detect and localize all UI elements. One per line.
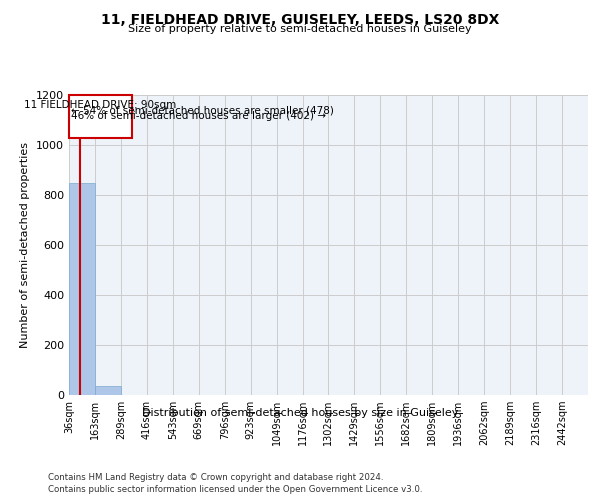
Bar (69, 95, 132, 138)
Text: ← 54% of semi-detached houses are smaller (478): ← 54% of semi-detached houses are smalle… (71, 106, 334, 116)
Text: 11, FIELDHEAD DRIVE, GUISELEY, LEEDS, LS20 8DX: 11, FIELDHEAD DRIVE, GUISELEY, LEEDS, LS… (101, 12, 499, 26)
Text: 46% of semi-detached houses are larger (402) →: 46% of semi-detached houses are larger (… (71, 110, 326, 120)
Bar (95, 386, 121, 395)
Text: Size of property relative to semi-detached houses in Guiseley: Size of property relative to semi-detach… (128, 24, 472, 34)
Text: 11 FIELDHEAD DRIVE: 90sqm: 11 FIELDHEAD DRIVE: 90sqm (25, 100, 176, 110)
Text: Contains public sector information licensed under the Open Government Licence v3: Contains public sector information licen… (48, 485, 422, 494)
Y-axis label: Number of semi-detached properties: Number of semi-detached properties (20, 142, 31, 348)
Text: Distribution of semi-detached houses by size in Guiseley: Distribution of semi-detached houses by … (142, 408, 458, 418)
Bar (69, 182, 95, 395)
Text: Contains HM Land Registry data © Crown copyright and database right 2024.: Contains HM Land Registry data © Crown c… (48, 472, 383, 482)
